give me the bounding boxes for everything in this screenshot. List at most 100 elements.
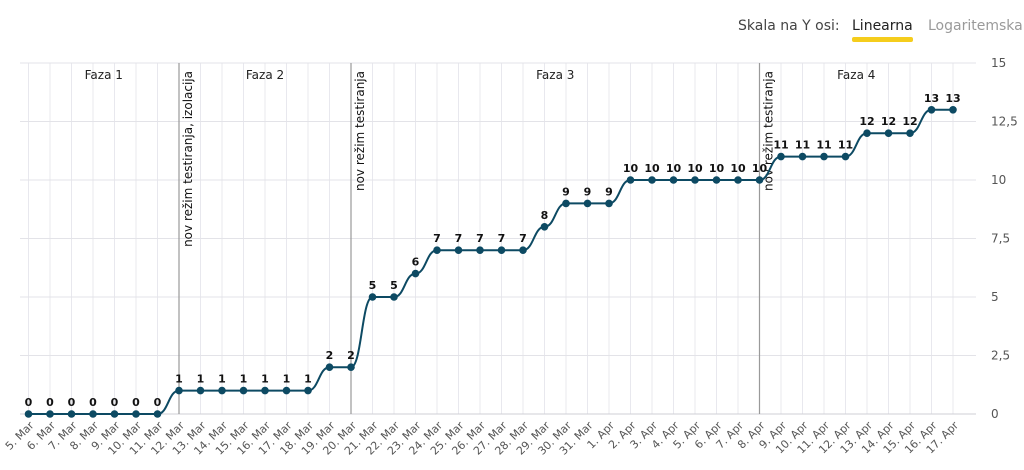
y-tick-label: 7,5: [991, 232, 1010, 246]
data-point: [304, 386, 312, 395]
y-tick-label: 2,5: [991, 349, 1010, 363]
data-point: [605, 199, 613, 208]
data-label: 8: [541, 209, 549, 222]
data-label: 0: [46, 396, 54, 409]
data-label: 7: [498, 232, 506, 245]
series-line: [28, 108, 953, 415]
data-label: 13: [924, 92, 939, 105]
data-label: 1: [283, 373, 291, 386]
data-label: 10: [644, 162, 660, 175]
data-label: 9: [562, 185, 570, 198]
data-label: 7: [476, 232, 484, 245]
log-scale-option[interactable]: Logaritemska: [928, 18, 1023, 34]
y-tick-label: 10: [991, 173, 1006, 187]
data-label: 1: [175, 373, 183, 386]
data-point: [239, 386, 248, 395]
annotation-label: nov režim testiranja: [353, 71, 367, 191]
data-point: [454, 246, 463, 254]
data-point: [734, 176, 742, 184]
data-point: [841, 152, 850, 161]
data-label: 0: [111, 396, 119, 409]
data-label: 0: [89, 396, 97, 409]
y-scale-label: Skala na Y osi:: [738, 18, 840, 34]
data-label: 0: [154, 396, 162, 409]
data-label: 7: [455, 232, 463, 245]
data-label: 11: [838, 139, 853, 152]
data-point: [712, 176, 721, 184]
phase-label: Faza 3: [536, 68, 574, 82]
data-point: [884, 129, 893, 137]
y-tick-label: 5: [991, 290, 999, 304]
data-point: [777, 152, 785, 161]
data-point: [540, 223, 549, 231]
data-label: 7: [519, 232, 527, 245]
data-point: [24, 410, 33, 418]
data-label: 12: [881, 115, 896, 128]
data-label: 10: [666, 162, 682, 175]
data-point: [906, 129, 914, 137]
annotation-label: nov režim testiranja: [762, 71, 776, 191]
data-label: 0: [132, 396, 140, 409]
data-point: [132, 410, 140, 418]
data-label: 10: [709, 162, 725, 175]
data-point: [89, 410, 97, 418]
data-point: [110, 410, 119, 418]
data-label: 10: [687, 162, 703, 175]
data-label: 11: [795, 139, 810, 152]
data-label: 10: [623, 162, 639, 175]
data-point: [390, 293, 398, 301]
data-point: [562, 199, 570, 208]
data-point: [67, 410, 76, 418]
data-point: [691, 176, 699, 184]
data-label: 2: [326, 349, 334, 362]
data-label: 1: [261, 373, 269, 386]
data-label: 5: [369, 279, 377, 292]
data-point: [497, 246, 506, 254]
y-tick-label: 15: [991, 56, 1006, 70]
data-point: [755, 176, 764, 184]
data-point: [949, 106, 957, 114]
data-point: [626, 176, 635, 184]
data-point: [583, 199, 592, 208]
data-label: 11: [816, 139, 831, 152]
data-label: 5: [390, 279, 398, 292]
phase-label: Faza 2: [246, 68, 284, 82]
data-label: 0: [25, 396, 33, 409]
data-label: 12: [859, 115, 874, 128]
data-point: [411, 269, 420, 278]
y-tick-label: 0: [991, 407, 999, 421]
data-point: [196, 386, 205, 395]
data-point: [325, 363, 334, 372]
data-point: [175, 386, 183, 395]
data-label: 6: [412, 256, 420, 269]
data-point: [347, 363, 355, 372]
data-point: [368, 293, 377, 301]
data-label: 1: [304, 373, 312, 386]
data-label: 1: [218, 373, 226, 386]
data-label: 7: [433, 232, 441, 245]
data-label: 9: [584, 185, 592, 198]
data-point: [282, 386, 291, 395]
y-scale-toggle: Skala na Y osi: Linearna Logaritemska: [0, 14, 1024, 44]
data-label: 10: [730, 162, 746, 175]
data-label: 11: [773, 139, 788, 152]
phase-label: Faza 4: [837, 68, 875, 82]
phase-label: Faza 1: [85, 68, 123, 82]
data-label: 12: [902, 115, 917, 128]
y-tick-label: 12,5: [991, 115, 1018, 129]
data-point: [820, 152, 828, 161]
data-point: [46, 410, 54, 418]
data-label: 13: [945, 92, 960, 105]
data-label: 9: [605, 185, 613, 198]
data-point: [519, 246, 527, 254]
data-point: [648, 176, 656, 184]
data-label: 10: [752, 162, 768, 175]
data-point: [218, 386, 226, 395]
data-point: [669, 176, 678, 184]
linear-scale-option[interactable]: Linearna: [852, 18, 913, 42]
annotation-label: nov režim testiranja, izolacija: [181, 71, 195, 247]
data-point: [863, 129, 871, 137]
data-label: 0: [68, 396, 76, 409]
data-point: [476, 246, 484, 254]
